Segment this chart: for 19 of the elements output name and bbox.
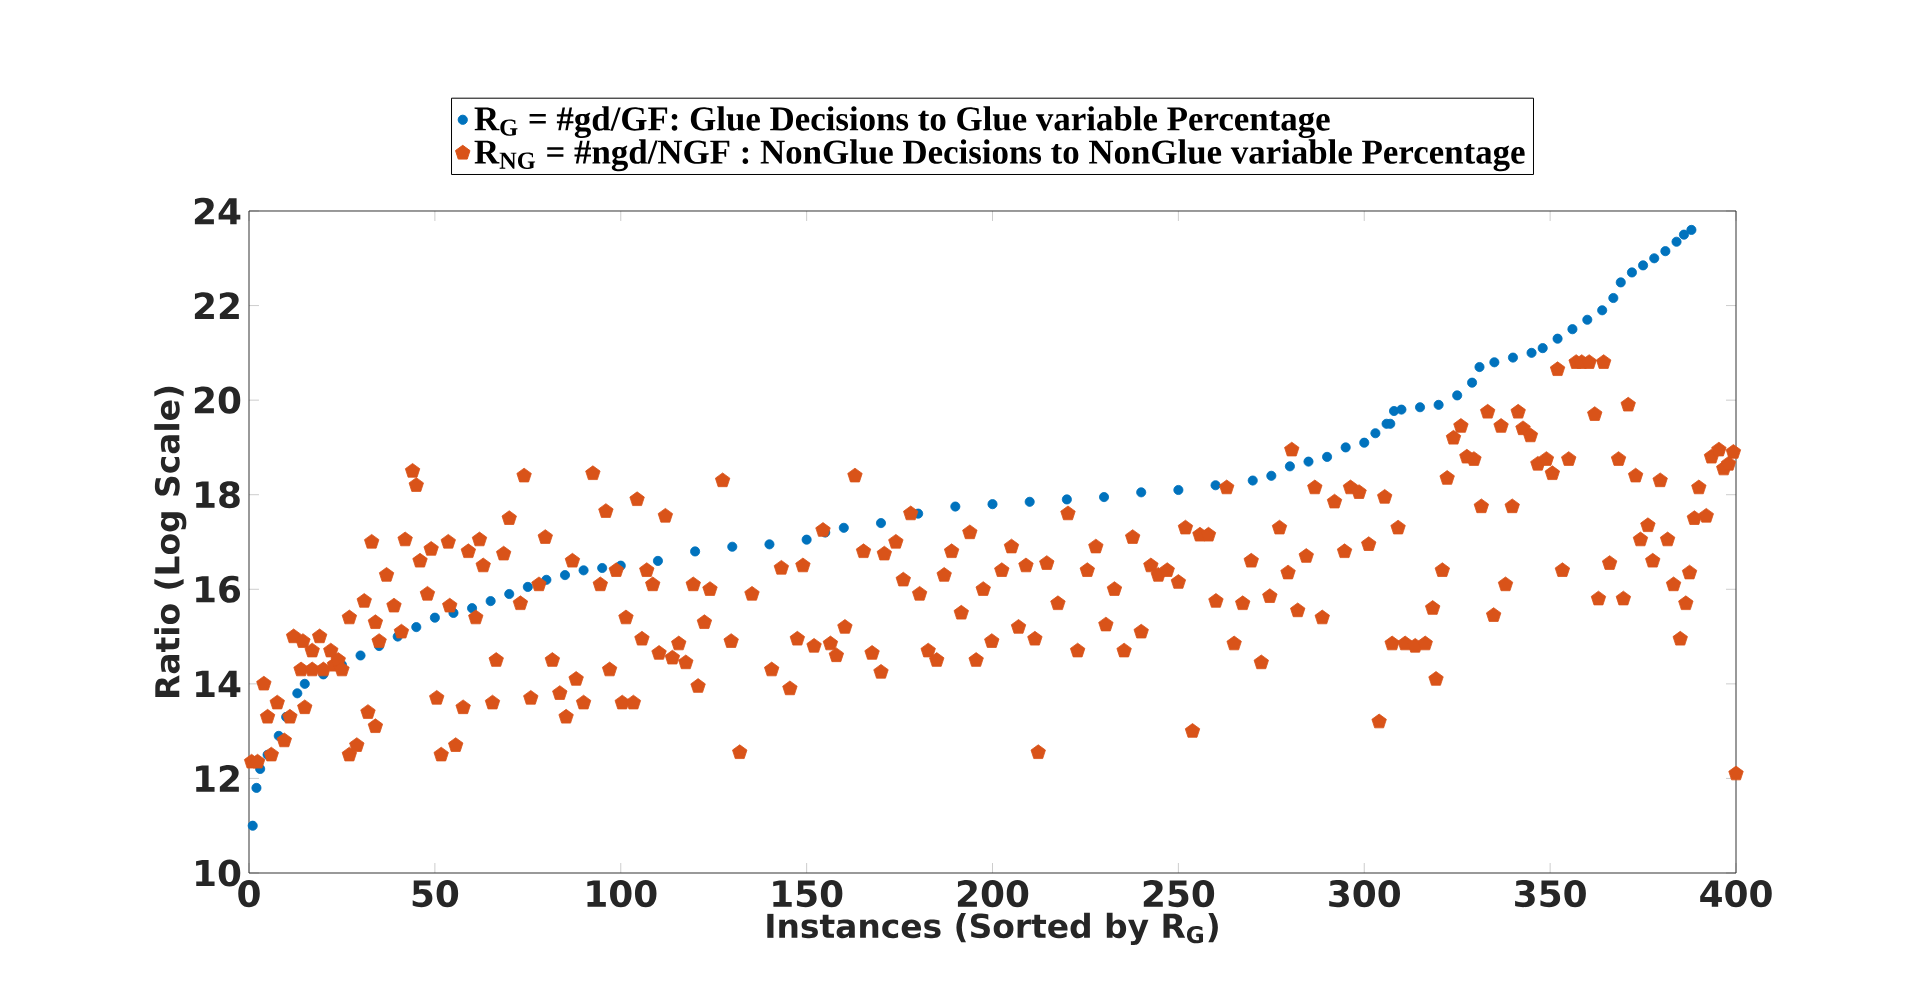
x-tick-label: 50	[412, 880, 459, 908]
y-tick-label: 12	[196, 765, 239, 792]
x-tick-label: 400	[1700, 880, 1772, 908]
legend-label: R$_{G}$ = #gd/GF: Glue Decisions to Glue variable Percentage	[474, 106, 1330, 139]
y-tick-label: 16	[196, 575, 241, 603]
y-tick-label: 24	[194, 197, 241, 225]
x-tick-label: 300	[1329, 880, 1400, 908]
y-axis-title: Ratio (Log Scale)	[154, 386, 187, 697]
y-tick-label: 20	[194, 386, 241, 414]
x-tick-label: 250	[1143, 880, 1215, 908]
x-axis-title: Instances (Sorted by R$_{G}$)	[767, 912, 1218, 945]
y-tick-label: 18	[196, 481, 240, 509]
y-tick-label: 22	[194, 292, 239, 319]
x-tick-label: 150	[773, 880, 843, 908]
x-tick-label: 100	[587, 880, 657, 908]
x-tick-label: 350	[1515, 880, 1586, 908]
y-tick-label: 14	[196, 670, 241, 697]
legend-label: R$_{NG}$ = #ngd/NGF : NonGlue Decisions to NonGlue variable Percentage	[474, 139, 1525, 172]
x-tick-label: 200	[957, 880, 1029, 908]
